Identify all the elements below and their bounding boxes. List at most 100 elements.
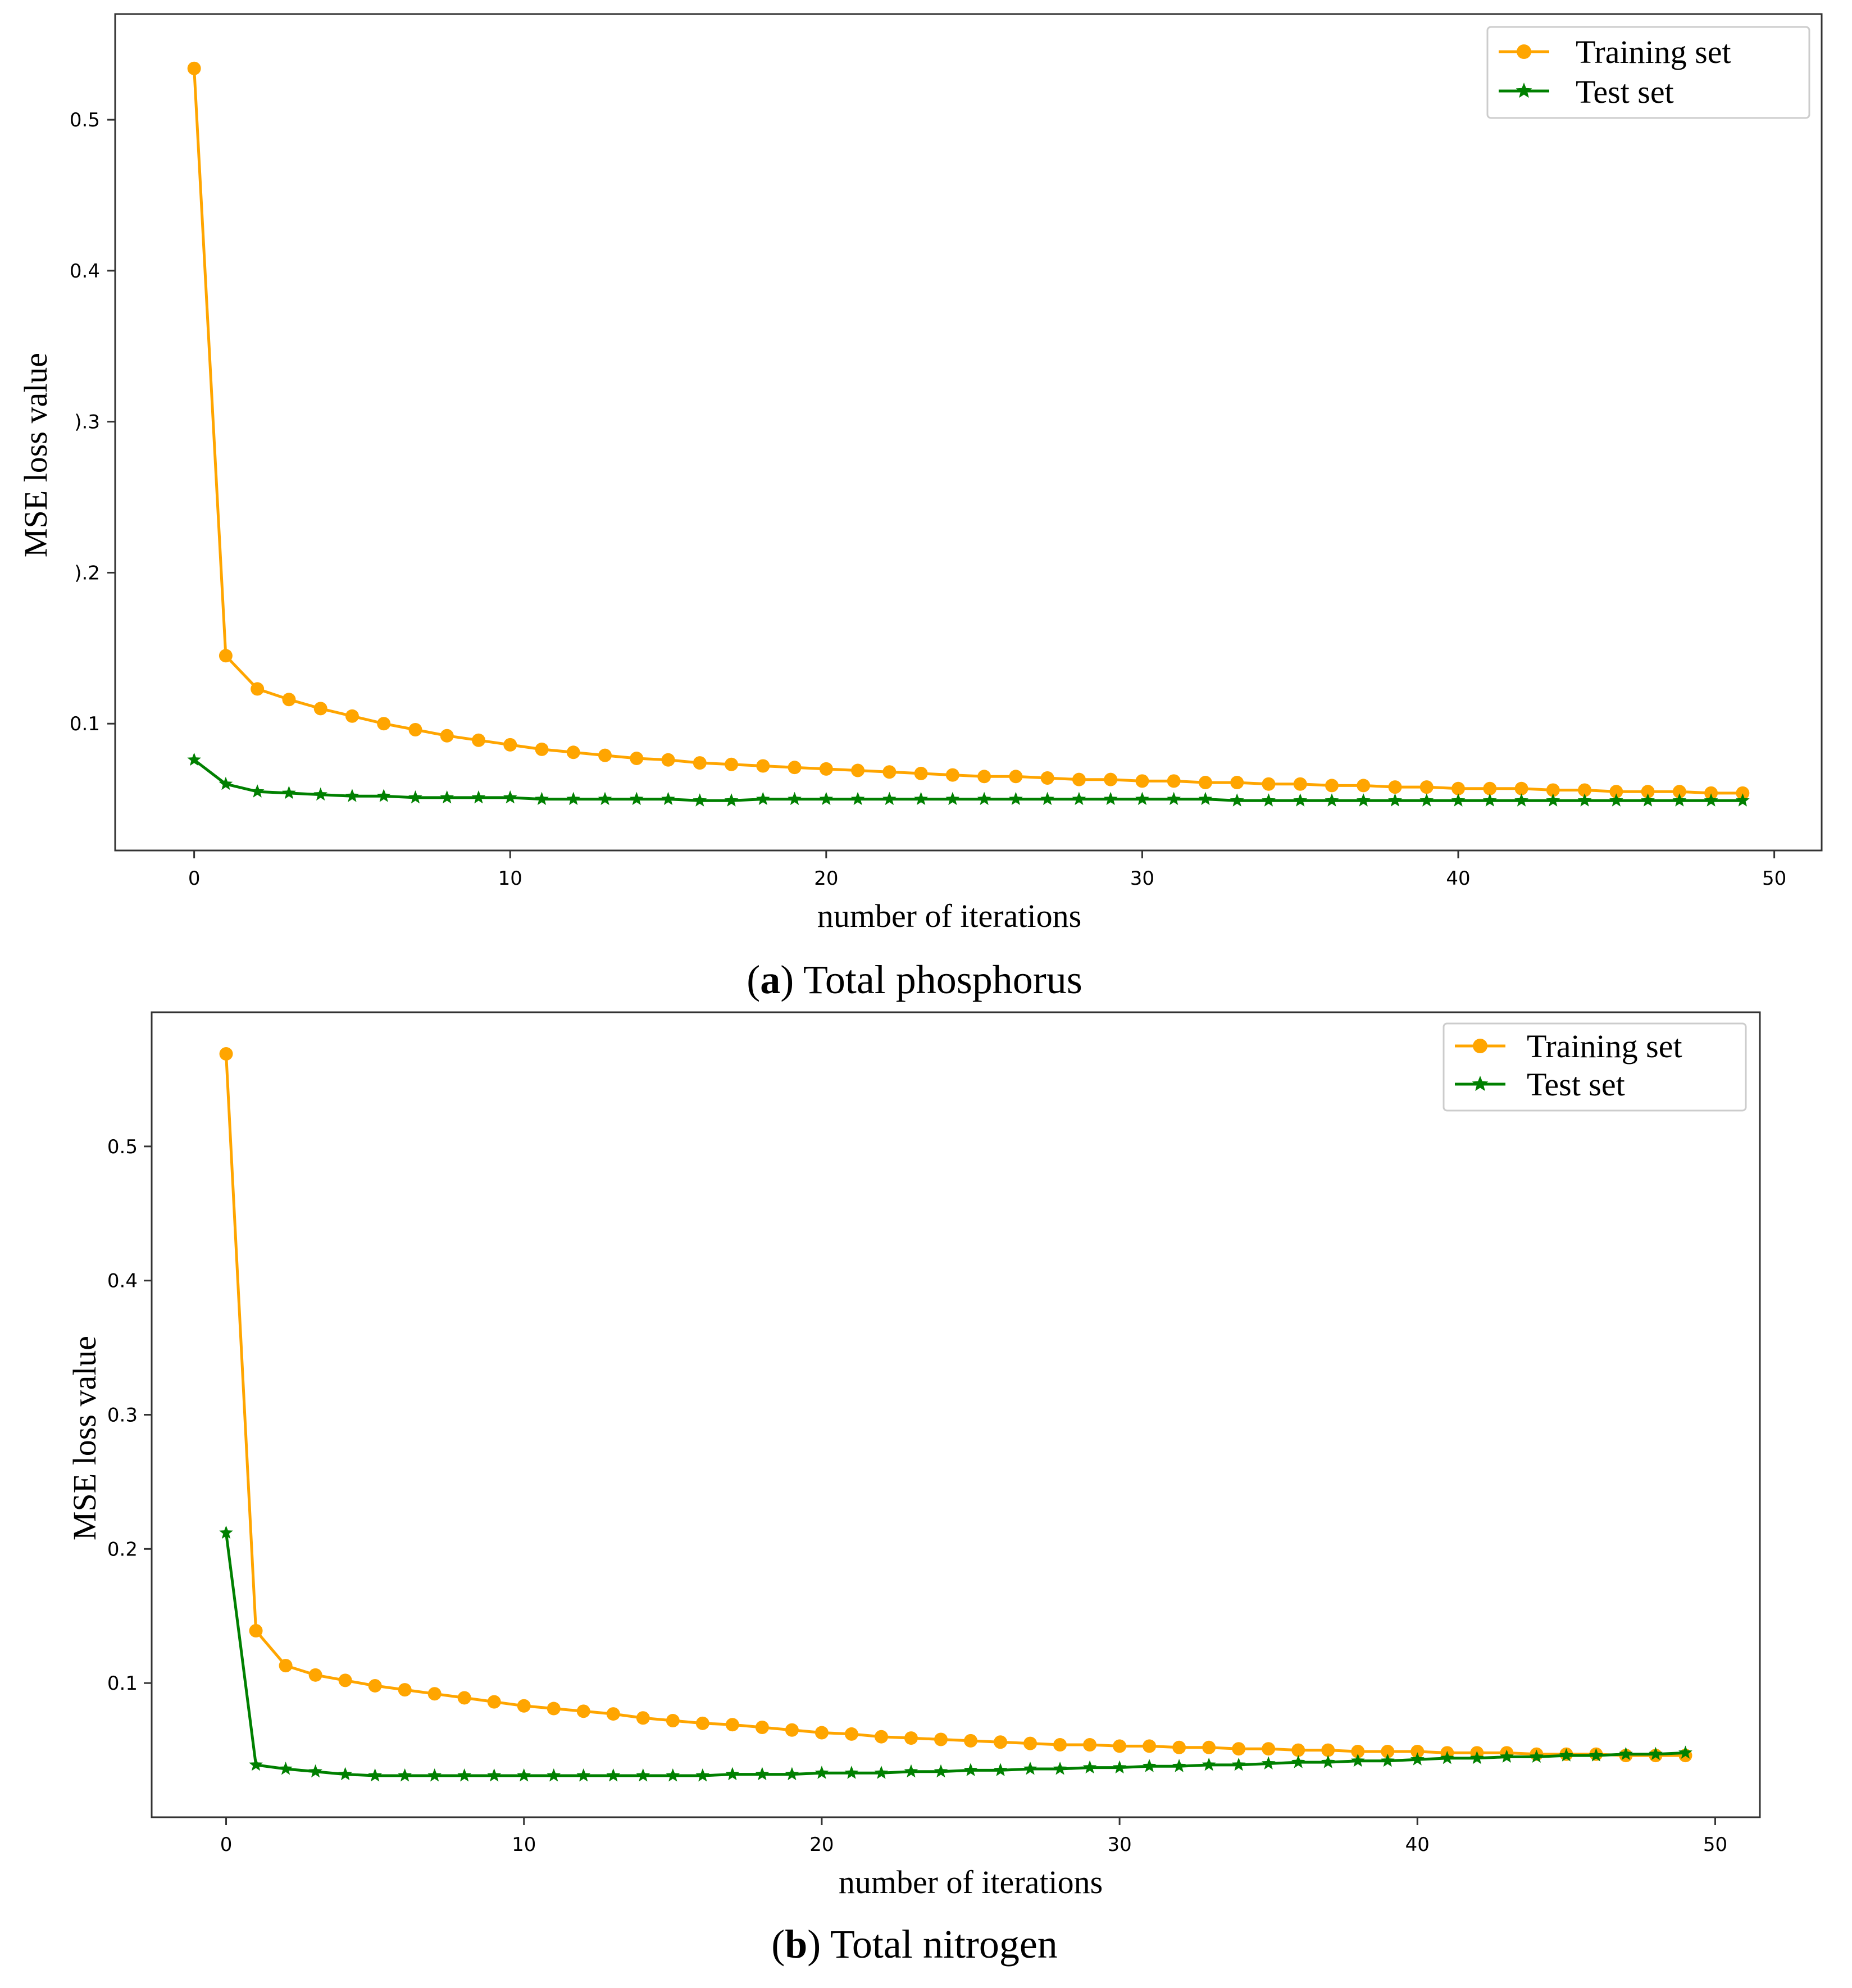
data-point-test bbox=[249, 1757, 263, 1771]
data-point-training bbox=[725, 1718, 739, 1732]
data-point-training bbox=[1113, 1739, 1127, 1753]
data-point-training bbox=[338, 1673, 352, 1687]
data-point-test bbox=[934, 1764, 948, 1778]
y-tick-label: 0.5 bbox=[107, 1136, 138, 1158]
data-point-training bbox=[904, 1731, 918, 1745]
data-point-test bbox=[1142, 1759, 1157, 1772]
data-point-test bbox=[1230, 793, 1244, 807]
data-point-training bbox=[1202, 1740, 1216, 1754]
data-point-test bbox=[874, 1766, 889, 1779]
data-point-test bbox=[1388, 793, 1402, 807]
data-point-test bbox=[725, 1767, 740, 1781]
y-tick-label: ).3 bbox=[74, 411, 100, 434]
data-point-test bbox=[250, 784, 265, 798]
data-point-test bbox=[547, 1768, 561, 1782]
data-point-training bbox=[630, 752, 644, 766]
data-point-test bbox=[219, 1525, 233, 1539]
x-axis-title: number of iterations bbox=[839, 1864, 1103, 1900]
data-point-training bbox=[693, 756, 707, 770]
y-tick-label: 0.3 bbox=[107, 1404, 138, 1427]
data-point-training bbox=[1072, 772, 1086, 786]
x-tick-label: 10 bbox=[512, 1834, 536, 1856]
x-tick-label: 40 bbox=[1405, 1834, 1430, 1856]
data-point-training bbox=[606, 1707, 620, 1721]
data-point-training bbox=[666, 1714, 680, 1728]
data-point-training bbox=[1672, 785, 1686, 799]
data-point-test bbox=[1649, 1746, 1663, 1760]
data-point-test bbox=[1589, 1748, 1603, 1762]
data-point-test bbox=[1009, 791, 1023, 806]
legend-label-training: Training set bbox=[1576, 34, 1731, 70]
data-point-training bbox=[1483, 781, 1497, 795]
data-point-test bbox=[408, 790, 422, 804]
data-point-training bbox=[503, 738, 517, 752]
data-point-test bbox=[1530, 1749, 1544, 1763]
x-tick-label: 0 bbox=[220, 1834, 233, 1856]
data-point-training bbox=[844, 1727, 858, 1741]
data-point-test bbox=[606, 1768, 621, 1782]
data-point-test bbox=[755, 1767, 770, 1781]
data-point-training bbox=[1325, 779, 1339, 793]
data-point-training bbox=[1172, 1740, 1186, 1754]
data-point-test bbox=[338, 1767, 352, 1781]
data-point-test bbox=[279, 1762, 293, 1775]
x-tick-labels: 0 10 20 30 40 50 bbox=[188, 867, 1786, 890]
data-point-test bbox=[598, 791, 612, 806]
data-point-test bbox=[1410, 1752, 1425, 1766]
data-point-training bbox=[1230, 776, 1244, 790]
data-point-training bbox=[1135, 774, 1149, 788]
data-point-training bbox=[313, 702, 327, 716]
data-point-test bbox=[1321, 1755, 1335, 1768]
data-point-test bbox=[1419, 793, 1434, 807]
data-point-training bbox=[1578, 783, 1592, 797]
x-tick-label: 30 bbox=[1107, 1834, 1131, 1856]
data-point-test bbox=[882, 791, 897, 806]
data-point-test bbox=[666, 1768, 680, 1782]
data-point-test bbox=[1023, 1762, 1038, 1775]
data-point-test bbox=[1356, 793, 1371, 807]
data-point-training bbox=[471, 733, 485, 747]
data-point-test bbox=[1172, 1759, 1186, 1772]
data-point-test bbox=[636, 1768, 650, 1782]
data-point-training bbox=[1083, 1738, 1097, 1752]
x-tick-label: 10 bbox=[498, 867, 522, 890]
data-point-training bbox=[457, 1691, 471, 1705]
data-point-training bbox=[785, 1723, 799, 1737]
data-point-test bbox=[1072, 791, 1086, 806]
x-tick-label: 40 bbox=[1446, 867, 1470, 890]
data-point-test bbox=[1135, 791, 1149, 806]
data-point-test bbox=[1546, 793, 1560, 807]
data-point-test bbox=[724, 793, 739, 807]
data-point-training bbox=[661, 753, 675, 767]
data-point-training bbox=[788, 761, 802, 775]
series-layer bbox=[187, 61, 1750, 807]
legend-training-marker bbox=[1473, 1039, 1487, 1053]
y-tick-label: 0.1 bbox=[107, 1672, 138, 1695]
data-point-training bbox=[994, 1735, 1008, 1749]
x-tick-labels: 0 10 20 30 40 50 bbox=[220, 1834, 1727, 1856]
series-line-test bbox=[193, 758, 1743, 802]
y-tick-label: 0.4 bbox=[107, 1270, 138, 1293]
data-point-test bbox=[1198, 791, 1213, 806]
x-tick-label: 20 bbox=[809, 1834, 834, 1856]
data-point-test bbox=[282, 785, 296, 799]
legend-label-test: Test set bbox=[1576, 74, 1674, 110]
data-point-training bbox=[598, 748, 612, 762]
legend-box bbox=[1443, 1022, 1747, 1112]
data-point-training bbox=[517, 1699, 531, 1713]
data-point-test bbox=[850, 791, 865, 806]
legend-training-marker bbox=[1517, 44, 1531, 59]
x-axis-title: number of iterations bbox=[817, 898, 1081, 934]
data-point-test bbox=[977, 791, 991, 806]
data-point-training bbox=[1704, 786, 1718, 800]
data-point-test bbox=[756, 791, 770, 806]
data-point-test bbox=[1559, 1748, 1573, 1762]
data-point-training bbox=[487, 1695, 501, 1709]
legend-label-training: Training set bbox=[1527, 1028, 1682, 1064]
data-point-test bbox=[1678, 1745, 1692, 1759]
data-point-training bbox=[1053, 1738, 1067, 1752]
data-point-training bbox=[279, 1659, 293, 1673]
data-point-training bbox=[1609, 785, 1623, 799]
data-point-training bbox=[1641, 785, 1655, 799]
caption-b: (b) Total nitrogen bbox=[771, 1922, 1058, 1967]
